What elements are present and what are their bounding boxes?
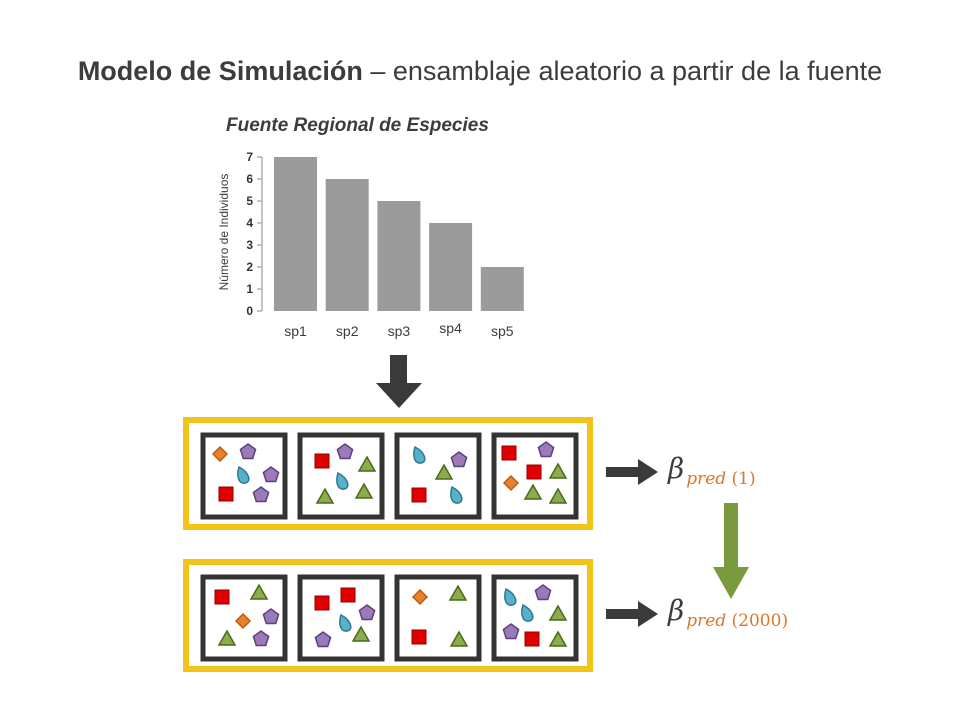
drop-species-icon: [504, 587, 517, 606]
pentagon-species-icon: [252, 486, 270, 503]
pentagon-species-icon: [450, 451, 468, 468]
beta-pred-2000: β pred (2000): [668, 594, 788, 631]
x-tick-label: sp1: [284, 323, 307, 339]
iteration-arrow-icon: [713, 503, 749, 599]
triangle-species-icon: [249, 583, 269, 600]
drop-species-icon: [521, 603, 534, 622]
right-arrow-icon: [606, 601, 658, 627]
square-species-icon: [340, 587, 356, 603]
down-arrow-icon: [376, 355, 422, 408]
drop-species-icon: [237, 465, 250, 484]
bar-sp2: [325, 179, 369, 311]
triangle-species-icon: [434, 463, 454, 480]
bar-sp5: [480, 267, 524, 311]
y-tick-label: 3: [246, 238, 253, 252]
bar-sp4: [429, 223, 473, 311]
beta-symbol: β: [668, 594, 685, 627]
y-tick-label: 7: [246, 150, 253, 164]
pentagon-species-icon: [537, 441, 555, 458]
slide-title: Modelo de Simulación – ensamblaje aleato…: [0, 56, 960, 87]
triangle-species-icon: [548, 462, 568, 479]
triangle-species-icon: [548, 604, 568, 621]
square-species-icon: [314, 595, 330, 611]
slide-title-rest: – ensamblaje aleatorio a partir de la fu…: [362, 56, 883, 86]
x-tick-label: sp4: [439, 320, 462, 336]
bar-sp3: [377, 201, 421, 311]
chart-title: Fuente Regional de Especies: [226, 115, 489, 136]
beta-subscript-num: (2000): [731, 611, 789, 631]
y-tick-label: 4: [246, 216, 253, 230]
triangle-species-icon: [448, 584, 468, 601]
pentagon-species-icon: [314, 631, 332, 648]
square-species-icon: [214, 589, 230, 605]
right-arrow-icon: [606, 459, 658, 485]
triangle-species-icon: [523, 483, 543, 500]
diamond-species-icon: [411, 588, 429, 606]
pentagon-species-icon: [239, 443, 257, 460]
square-species-icon: [218, 486, 234, 502]
sample-frame-1: [183, 417, 593, 530]
y-tick-label: 2: [246, 260, 253, 274]
beta-symbol: β: [668, 452, 685, 485]
y-tick-label: 1: [246, 282, 253, 296]
y-tick-label: 0: [246, 304, 253, 318]
pentagon-species-icon: [502, 623, 520, 640]
triangle-species-icon: [354, 482, 374, 499]
drop-species-icon: [336, 471, 349, 490]
pentagon-species-icon: [534, 584, 552, 601]
x-tick-label: sp5: [491, 323, 514, 339]
square-species-icon: [526, 464, 542, 480]
beta-subscript-word: pred: [686, 469, 727, 489]
y-tick-label: 5: [246, 194, 253, 208]
diamond-species-icon: [211, 445, 229, 463]
x-tick-label: sp3: [388, 323, 411, 339]
triangle-species-icon: [548, 487, 568, 504]
slide-title-bold: Modelo de Simulación: [77, 56, 363, 86]
triangle-species-icon: [449, 630, 469, 647]
square-species-icon: [314, 453, 330, 469]
y-tick-label: 6: [246, 172, 253, 186]
diamond-species-icon: [234, 612, 252, 630]
triangle-species-icon: [351, 625, 371, 642]
triangle-species-icon: [217, 629, 237, 646]
pentagon-species-icon: [336, 443, 354, 460]
square-species-icon: [524, 631, 540, 647]
pentagon-species-icon: [358, 604, 376, 621]
drop-species-icon: [413, 445, 426, 464]
drop-species-icon: [339, 613, 352, 632]
pentagon-species-icon: [262, 608, 280, 625]
diamond-species-icon: [502, 474, 520, 492]
beta-pred-1: β pred (1): [668, 452, 756, 489]
square-species-icon: [411, 629, 427, 645]
beta-subscript-num: (1): [731, 469, 756, 489]
x-tick-label: sp2: [336, 323, 359, 339]
triangle-species-icon: [548, 630, 568, 647]
triangle-species-icon: [357, 455, 377, 472]
square-species-icon: [411, 487, 427, 503]
bar-sp1: [274, 157, 317, 311]
beta-subscript-word: pred: [686, 611, 727, 631]
pentagon-species-icon: [262, 466, 280, 483]
square-species-icon: [501, 445, 517, 461]
triangle-species-icon: [315, 487, 335, 504]
sample-frame-2: [183, 559, 593, 672]
drop-species-icon: [450, 485, 463, 504]
pentagon-species-icon: [252, 630, 270, 647]
